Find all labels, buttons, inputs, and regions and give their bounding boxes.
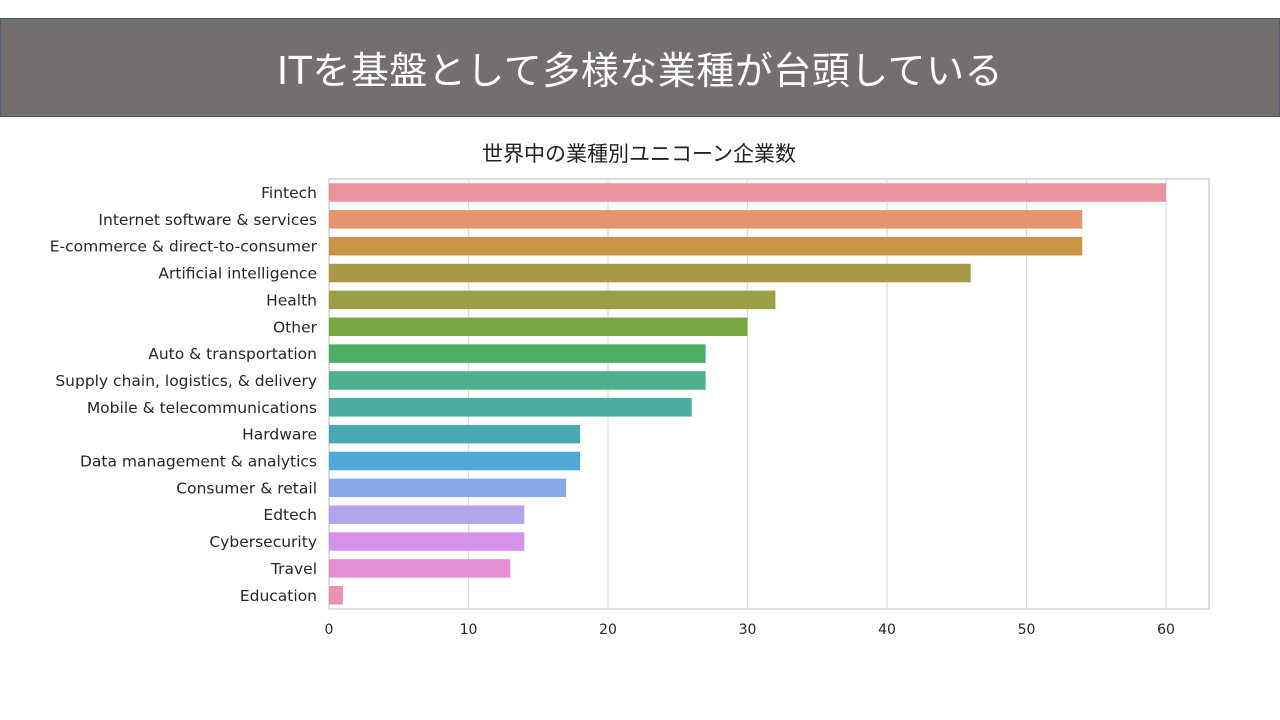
category-label: Data management & analytics — [80, 453, 317, 471]
bar — [329, 183, 1166, 202]
bar — [329, 451, 581, 471]
category-label: Travel — [270, 560, 317, 578]
bars — [329, 183, 1166, 605]
category-label: Cybersecurity — [209, 533, 317, 551]
category-label: Internet software & services — [98, 211, 317, 229]
category-label: Artificial intelligence — [158, 265, 317, 283]
plot-frame — [328, 178, 1210, 610]
bar — [329, 505, 525, 524]
bar — [329, 398, 692, 417]
bar — [329, 317, 748, 336]
category-label: Hardware — [242, 426, 317, 444]
bar — [329, 290, 776, 310]
x-tick-label: 0 — [325, 622, 334, 638]
title-banner: ITを基盤として多様な業種が台頭している — [0, 18, 1280, 117]
bar — [329, 263, 971, 283]
category-label: Auto & transportation — [148, 345, 317, 363]
chart-title: 世界中の業種別ユニコーン企業数 — [482, 142, 796, 166]
bar — [329, 344, 706, 363]
category-label: Fintech — [261, 184, 317, 202]
bar — [329, 532, 525, 551]
category-labels: Fintech Internet software & services E-com… — [50, 184, 318, 605]
x-tick-label: 50 — [1018, 622, 1036, 638]
x-tick-label: 20 — [599, 622, 617, 638]
x-tick-label: 10 — [460, 622, 478, 638]
bar — [329, 478, 567, 498]
category-label: Health — [266, 291, 317, 309]
category-label: E-commerce & direct-to-consumer — [50, 238, 318, 256]
x-tick-labels: 0 10 20 30 40 50 60 — [325, 622, 1175, 638]
category-label: Education — [240, 587, 317, 605]
bar — [329, 559, 511, 578]
bar — [329, 371, 706, 390]
category-label: Other — [273, 318, 318, 336]
slide-title: ITを基盤として多様な業種が台頭している — [276, 49, 1004, 93]
bar — [329, 586, 343, 605]
bar — [329, 424, 581, 444]
category-label: Supply chain, logistics, & delivery — [55, 372, 317, 390]
bar — [329, 236, 1083, 256]
bar — [329, 210, 1083, 229]
category-label: Edtech — [263, 506, 317, 524]
x-tick-label: 40 — [878, 622, 896, 638]
x-tick-label: 60 — [1157, 622, 1175, 638]
category-label: Consumer & retail — [176, 479, 317, 497]
x-tick-label: 30 — [739, 622, 757, 638]
category-label: Mobile & telecommunications — [87, 399, 317, 417]
